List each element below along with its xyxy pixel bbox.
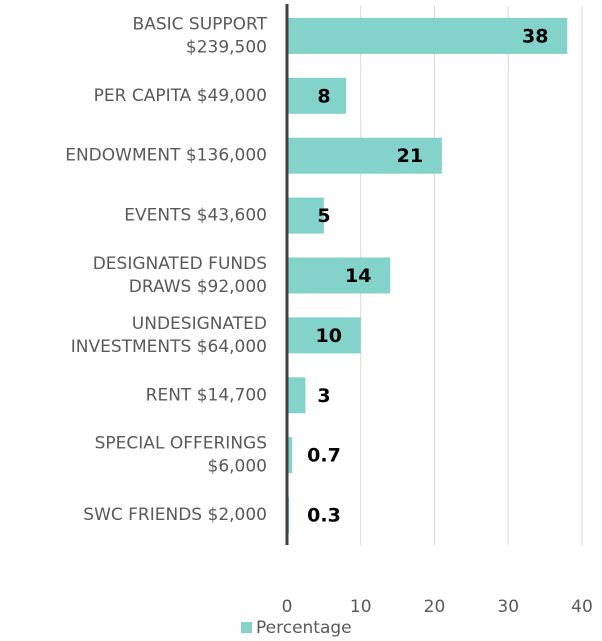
y-tick-label: RENT $14,700 [146, 385, 267, 405]
x-tick-label: 20 [424, 597, 446, 617]
data-label: 0.3 [307, 505, 341, 527]
data-label: 5 [317, 205, 330, 227]
legend-swatch [241, 622, 252, 633]
bar [287, 317, 361, 354]
x-tick-label: 10 [350, 597, 372, 617]
x-tick-label: 30 [497, 597, 519, 617]
y-tick-label: DESIGNATED FUNDS DRAWS $92,000 [93, 254, 267, 297]
bar [287, 257, 391, 294]
bar [287, 17, 568, 54]
data-label: 21 [397, 145, 423, 167]
y-tick-label: EVENTS $43,600 [124, 206, 267, 226]
x-tick-label: 0 [282, 597, 293, 617]
bar [287, 437, 293, 474]
y-tick-label: SPECIAL OFFERINGS $6,000 [95, 434, 267, 477]
legend-label: Percentage [256, 618, 352, 638]
bar [287, 77, 346, 114]
data-label: 8 [317, 85, 330, 107]
data-label: 3 [317, 385, 330, 407]
data-label: 38 [522, 25, 548, 47]
y-tick-label: PER CAPITA $49,000 [94, 86, 267, 106]
data-label: 0.7 [307, 445, 341, 467]
bar [287, 197, 324, 234]
bar [287, 377, 306, 414]
y-tick-label: BASIC SUPPORT $239,500 [133, 14, 268, 57]
y-tick-label: ENDOWMENT $136,000 [65, 146, 267, 166]
data-label: 10 [316, 325, 342, 347]
y-tick-label: UNDESIGNATED INVESTMENTS $64,000 [71, 314, 267, 357]
bar [287, 137, 442, 174]
data-label: 14 [345, 265, 371, 287]
x-tick-label: 40 [571, 597, 593, 617]
y-tick-label: SWC FRIENDS $2,000 [83, 505, 267, 525]
